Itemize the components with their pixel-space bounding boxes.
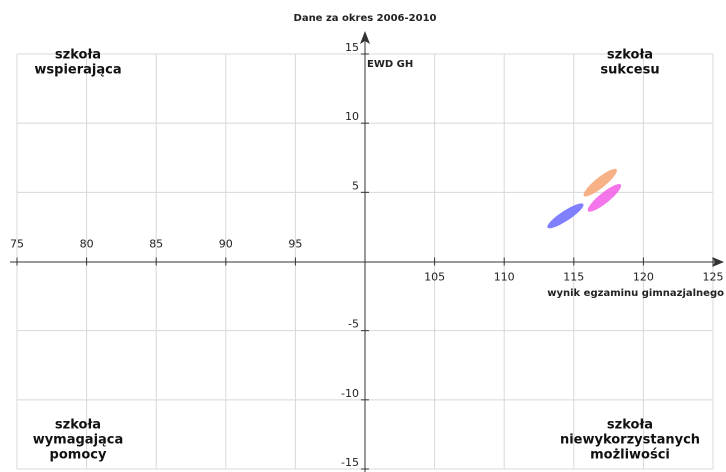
y-axis-arrow [360,31,370,44]
ellipse [547,203,584,229]
y-tick-label: -10 [341,387,359,400]
x-tick-label: 125 [703,271,724,284]
y-tick-label: -5 [348,318,359,331]
x-axis-label: wynik egzaminu gimnazjalnego [547,288,724,299]
quadrant-label: pomocy [50,448,107,463]
y-axis-label: EWD GH [367,59,413,70]
y-tick-label: 5 [352,179,359,192]
quadrant-label: szkoła [55,48,101,63]
quadrant-label: wspierająca [34,63,121,78]
quadrant-label: szkoła [607,48,653,63]
y-tick-label: 15 [345,41,359,54]
x-tick-label: 115 [563,271,584,284]
x-tick-label: 110 [494,271,515,284]
chart-title: Dane za okres 2006-2010 [294,13,437,24]
quadrant-label: wymagająca [33,433,124,448]
ellipse [587,184,622,212]
x-tick-label: 80 [80,238,94,251]
x-axis-arrow [712,257,724,267]
x-tick-label: 95 [288,238,302,251]
x-tick-label: 105 [424,271,445,284]
quadrant-label: sukcesu [600,63,659,78]
y-tick-label: -15 [341,456,359,469]
quadrant-label: szkoła [55,418,101,433]
x-tick-label: 85 [149,238,163,251]
x-tick-label: 90 [219,238,233,251]
quadrant-label: możliwości [590,448,670,463]
ellipse [583,168,617,197]
quadrant-label: niewykorzystanych [560,433,700,448]
x-tick-label: 120 [633,271,654,284]
x-tick-label: 75 [10,238,24,251]
quadrant-label: szkoła [607,418,653,433]
y-tick-label: 10 [345,110,359,123]
